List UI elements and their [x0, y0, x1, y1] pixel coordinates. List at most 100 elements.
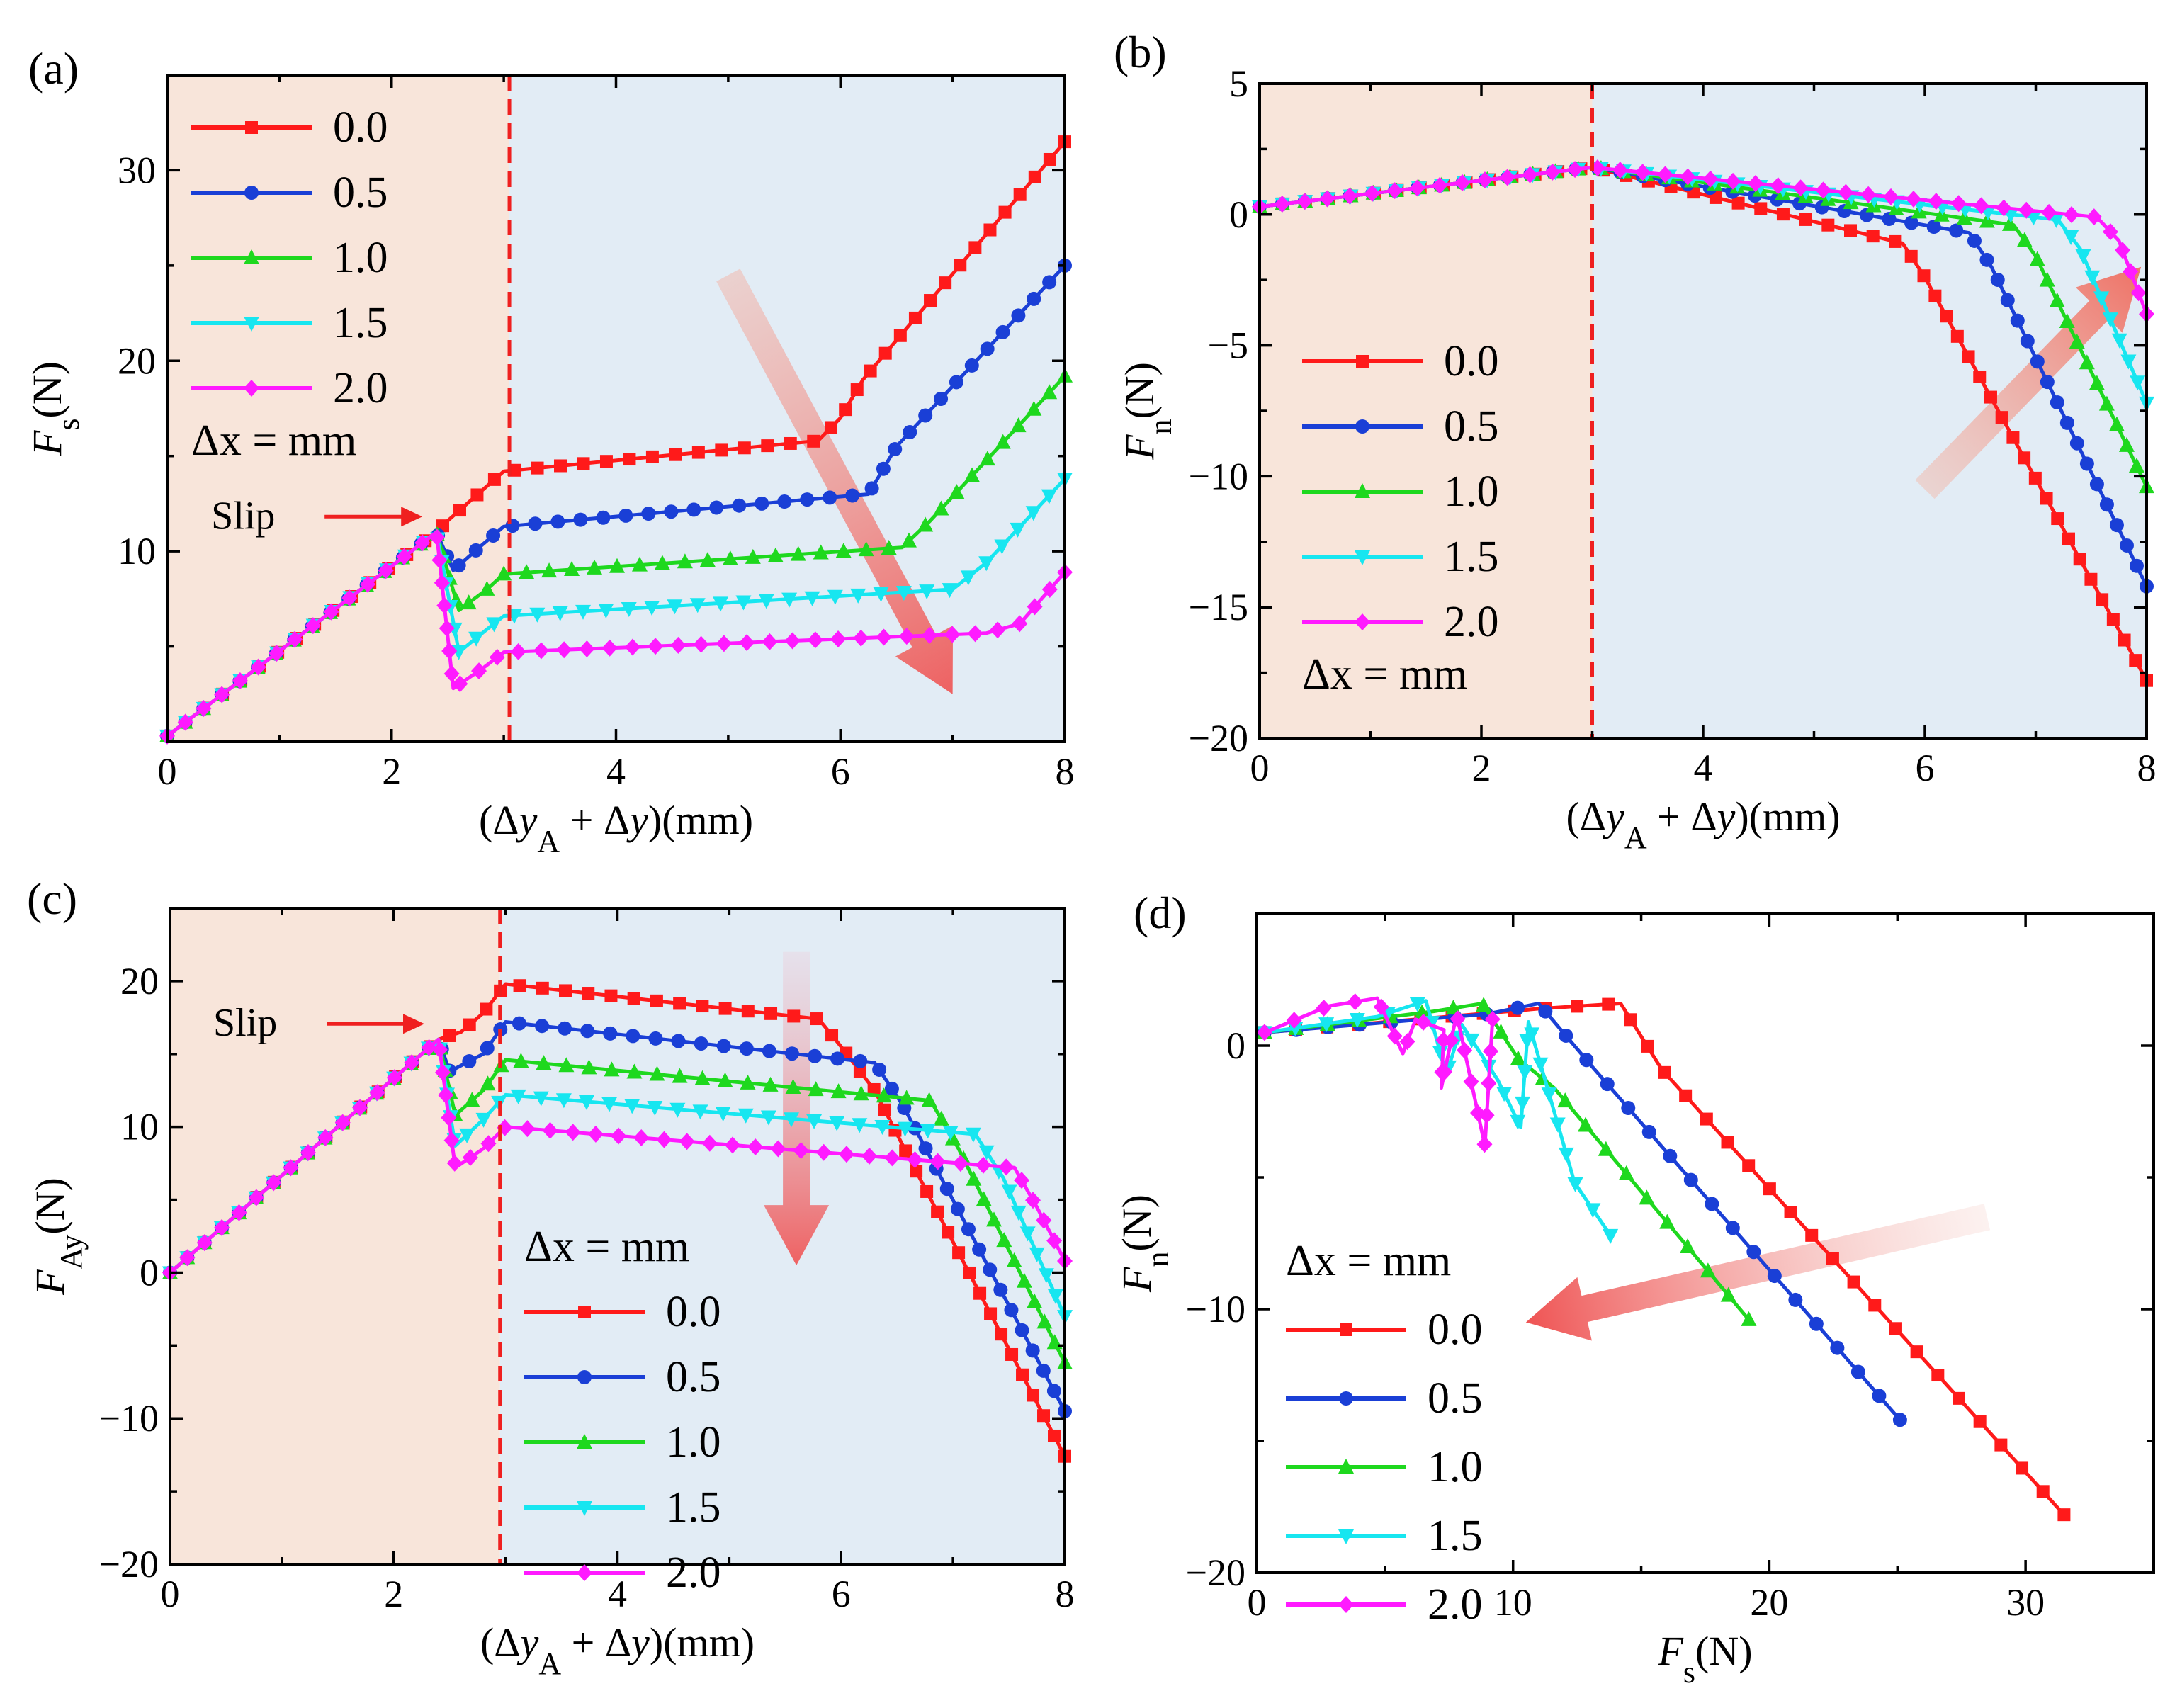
data-point [2028, 471, 2042, 485]
data-point [888, 442, 903, 457]
data-point [1567, 161, 1583, 179]
data-point [1319, 190, 1335, 208]
x-axis-label: (ΔyA + Δy)(mm) [1566, 793, 1840, 855]
data-point [1041, 489, 1057, 504]
data-point [603, 1026, 618, 1041]
data-point [1979, 252, 1994, 267]
legend-marker [1355, 550, 1370, 565]
data-point [1437, 1063, 1453, 1081]
data-point [1386, 182, 1403, 200]
data-point [2000, 293, 2015, 307]
data-point [1011, 308, 1026, 323]
data-point [1484, 1010, 1501, 1028]
data-point [431, 1041, 448, 1058]
panel-label: (a) [28, 43, 79, 94]
data-point [669, 448, 682, 461]
legend-label: 1.5 [333, 299, 388, 347]
legend-entry-0.0: 0.0 [524, 1288, 721, 1336]
data-point [677, 553, 693, 569]
data-point [979, 451, 995, 466]
data-point [1010, 417, 1027, 433]
legend-entry-2.0: 2.0 [191, 364, 388, 412]
data-point [443, 665, 460, 683]
data-point [2063, 230, 2079, 245]
data-point [505, 519, 520, 533]
data-point [463, 1018, 476, 1031]
data-point [470, 488, 484, 502]
data-point [1883, 188, 1899, 205]
data-point [1432, 176, 1448, 194]
data-point [787, 1009, 801, 1023]
data-point [431, 551, 448, 569]
data-point [1826, 1252, 1839, 1265]
data-point [626, 1029, 640, 1044]
series-0.5 [1257, 1000, 1907, 1427]
region-0 [170, 908, 500, 1564]
data-point [732, 498, 747, 513]
data-point [764, 1007, 778, 1020]
data-point [1029, 1247, 1045, 1262]
data-point [1043, 152, 1056, 166]
data-point [758, 594, 774, 609]
data-point [1680, 168, 1696, 186]
data-point [1481, 1075, 1497, 1092]
legend-label: 1.5 [666, 1483, 721, 1532]
legend-marker [1355, 419, 1369, 434]
plot-frame [1255, 912, 2155, 1574]
data-point [2029, 251, 2045, 266]
panel-c: 0 2 4 6 8 20 10 0 −10 −20 (ΔyA + Δy)(mm) FAy(N) (c) Δ… [27, 873, 1075, 1681]
data-point [179, 1249, 196, 1267]
data-point [650, 994, 663, 1007]
data-point [1821, 218, 1835, 232]
legend-marker [244, 380, 259, 397]
data-point [1316, 999, 1332, 1017]
data-point [2016, 1461, 2029, 1475]
data-point [464, 1092, 480, 1107]
data-point [1815, 181, 1831, 199]
legend-entry-0.5: 0.5 [524, 1353, 721, 1401]
data-point [995, 434, 1011, 449]
data-point [1996, 199, 2012, 217]
data-point [429, 528, 445, 546]
data-point [1905, 190, 1921, 208]
legend-label: 0.5 [333, 169, 388, 217]
data-point [884, 1149, 900, 1167]
data-point [718, 1002, 732, 1015]
data-point [830, 1051, 845, 1066]
data-point [1025, 506, 1041, 521]
data-point [1950, 195, 1967, 213]
data-point [2059, 312, 2075, 328]
y-tick-label: 10 [120, 1106, 159, 1148]
data-point [1036, 1313, 1053, 1329]
y-axis-label: Fs(N) [24, 361, 86, 456]
data-point [1917, 269, 1931, 283]
data-point [807, 631, 823, 649]
data-point [949, 375, 963, 390]
series-line [1264, 1001, 1901, 1421]
data-point [2001, 215, 2018, 231]
data-point [693, 635, 709, 653]
data-point [995, 1328, 1008, 1341]
data-point [1956, 210, 1972, 225]
legend-entry-0.5: 0.5 [1302, 402, 1499, 451]
data-point [451, 558, 466, 573]
legend-entry-1.0: 1.0 [1302, 468, 1499, 516]
data-point [1598, 1141, 1614, 1156]
data-point [214, 1218, 230, 1236]
data-point [976, 1156, 992, 1174]
data-point [479, 580, 495, 596]
data-point [965, 1127, 981, 1143]
data-point [739, 1041, 754, 1056]
data-point [745, 548, 761, 564]
data-point [1012, 615, 1028, 633]
data-point [1725, 172, 1741, 190]
data-point [1910, 1345, 1923, 1359]
data-point [920, 1184, 934, 1198]
panel-label: (b) [1114, 27, 1167, 77]
legend-entry-1.0: 1.0 [191, 234, 388, 282]
data-point [815, 1143, 832, 1161]
data-point [439, 619, 455, 637]
data-point [1973, 370, 1987, 383]
data-point [1847, 1275, 1860, 1289]
legend-label: 0.0 [333, 103, 388, 152]
